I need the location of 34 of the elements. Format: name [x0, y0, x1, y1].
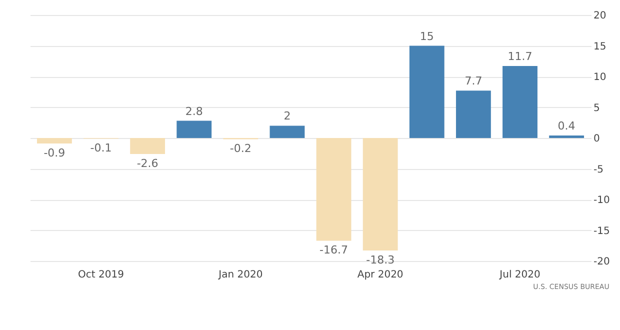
data-label: 0.4	[558, 120, 576, 133]
x-tick-label: Oct 2019	[78, 270, 124, 280]
y-tick-label: 15	[594, 41, 606, 52]
y-tick-label: -10	[594, 195, 610, 206]
y-tick-label: 0	[594, 134, 600, 144]
bar	[456, 90, 491, 138]
y-tick-label: -20	[594, 256, 610, 268]
y-tick-label: 5	[594, 102, 600, 114]
bar	[130, 138, 166, 154]
data-label: -0.2	[230, 142, 252, 156]
x-tick-label: Jan 2020	[218, 270, 263, 280]
bar	[362, 138, 398, 251]
y-tick-label: 20	[594, 10, 606, 22]
data-label: -2.6	[136, 156, 158, 170]
data-label: 15	[420, 30, 434, 43]
data-label: -0.1	[90, 142, 112, 155]
x-tick-label: Jul 2020	[498, 270, 540, 280]
data-label: -16.7	[320, 244, 348, 257]
bar	[176, 120, 212, 138]
bar	[502, 66, 538, 138]
y-tick-label: -15	[594, 226, 610, 237]
data-label: 2.8	[185, 104, 203, 118]
y-tick-label: 10	[594, 72, 606, 83]
bar	[36, 138, 72, 144]
bar	[409, 46, 444, 138]
data-label: 2	[284, 110, 291, 123]
data-label: 11.7	[508, 50, 532, 64]
bar	[316, 138, 352, 241]
data-label: -0.9	[44, 146, 66, 160]
y-tick-label: -5	[594, 164, 604, 176]
x-tick-label: Apr 2020	[357, 270, 404, 280]
bar	[270, 126, 305, 138]
data-label: 7.7	[464, 74, 482, 88]
data-label: -18.3	[366, 254, 395, 267]
